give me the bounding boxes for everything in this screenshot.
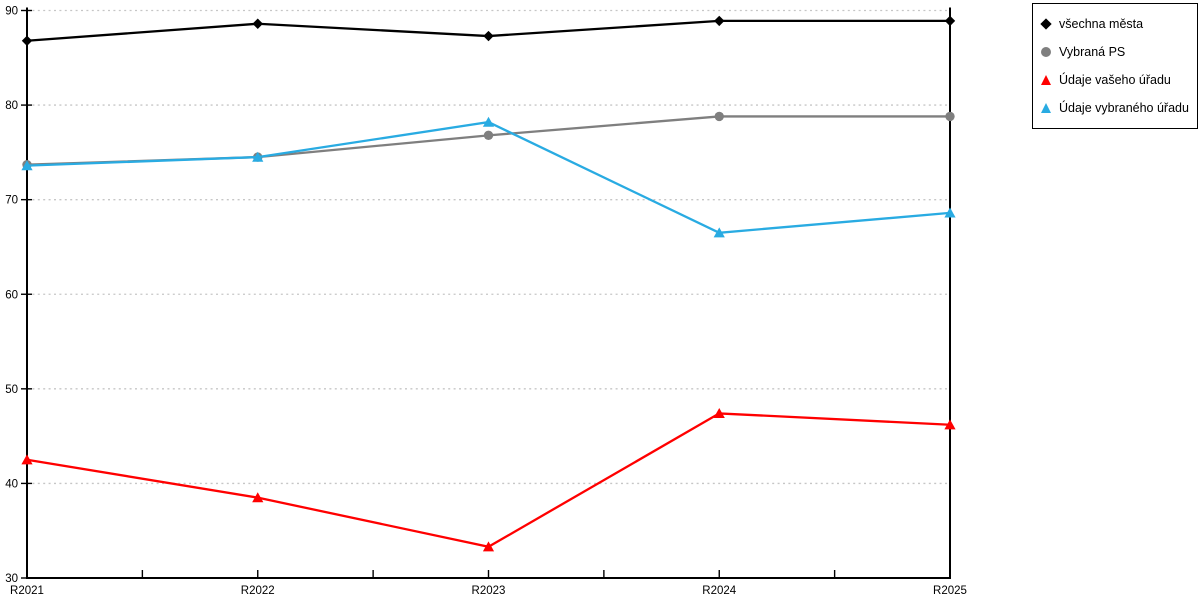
y-tick-label: 40: [5, 478, 18, 490]
y-tick-label: 50: [5, 384, 18, 396]
legend-item-vsechna-mesta: všechna města: [1040, 10, 1191, 38]
y-tick-label: 60: [5, 289, 18, 301]
legend-label: Údaje vybraného úřadu: [1059, 101, 1189, 115]
triangle-marker-icon: [1041, 75, 1051, 85]
data-point-marker: [713, 227, 725, 238]
data-point-marker: [252, 492, 264, 503]
y-tick-label: 70: [5, 195, 18, 207]
data-point-marker: [483, 130, 494, 141]
data-point-marker: [252, 151, 264, 162]
legend-item-vybrana-ps: Vybraná PS: [1041, 38, 1191, 66]
legend-label: Údaje vašeho úřadu: [1059, 73, 1171, 87]
legend-item-udaje-vybraneho-uradu: Údaje vybraného úřadu: [1041, 94, 1191, 122]
data-point-marker: [21, 160, 33, 171]
x-tick-label: R2021: [10, 585, 44, 597]
data-point-marker: [714, 111, 724, 122]
data-point-marker: [482, 116, 495, 127]
legend-label: Vybraná PS: [1059, 45, 1126, 59]
diamond-marker-icon: [1040, 18, 1052, 30]
data-point-marker: [944, 15, 956, 27]
x-tick-label: R2024: [702, 585, 736, 597]
y-tick-label: 90: [5, 6, 18, 18]
data-point-marker: [21, 35, 33, 46]
data-point-marker: [714, 15, 725, 27]
series-line: [26, 412, 951, 549]
data-point-marker: [944, 207, 956, 218]
y-tick-label: 30: [5, 573, 18, 585]
x-tick-label: R2022: [241, 585, 275, 597]
x-tick-label: R2025: [933, 585, 967, 597]
data-point-marker: [944, 419, 956, 430]
data-point-marker: [945, 111, 955, 122]
y-tick-label: 80: [5, 100, 18, 112]
data-point-marker: [713, 408, 725, 419]
data-point-marker: [483, 30, 494, 42]
legend-label: všechna města: [1059, 17, 1144, 31]
x-tick-label: R2023: [472, 585, 506, 597]
data-point-marker: [252, 18, 263, 29]
circle-marker-icon: [1041, 47, 1051, 57]
data-point-marker: [482, 541, 495, 552]
legend-item-udaje-vaseho-uradu: Údaje vašeho úřadu: [1041, 66, 1191, 94]
chart-legend: všechna města Vybraná PS Údaje vašeho úř…: [1032, 3, 1198, 129]
triangle-marker-icon: [1041, 103, 1051, 113]
data-point-marker: [21, 454, 33, 465]
